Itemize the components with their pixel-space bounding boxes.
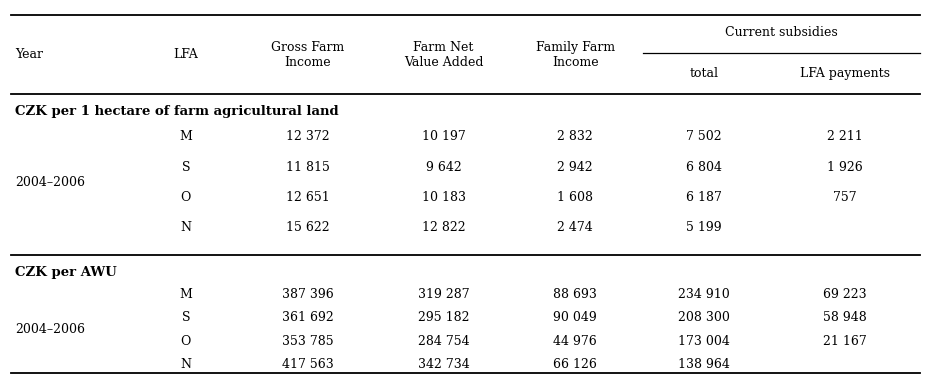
Text: 2 474: 2 474: [557, 221, 593, 234]
Text: Family Farm
Income: Family Farm Income: [535, 41, 615, 69]
Text: 90 049: 90 049: [553, 311, 597, 324]
Text: 88 693: 88 693: [553, 288, 597, 301]
Text: 234 910: 234 910: [678, 288, 731, 301]
Text: N: N: [180, 358, 192, 371]
Text: Gross Farm
Income: Gross Farm Income: [270, 41, 345, 69]
Text: 21 167: 21 167: [824, 335, 867, 348]
Text: 2004–2006: 2004–2006: [15, 323, 85, 336]
Text: Farm Net
Value Added: Farm Net Value Added: [404, 41, 484, 69]
Text: M: M: [179, 288, 192, 301]
Text: 11 815: 11 815: [285, 161, 330, 174]
Text: LFA payments: LFA payments: [800, 67, 890, 80]
Text: M: M: [179, 130, 192, 143]
Text: 6 804: 6 804: [686, 161, 722, 174]
Text: 353 785: 353 785: [282, 335, 333, 348]
Text: CZK per 1 hectare of farm agricultural land: CZK per 1 hectare of farm agricultural l…: [15, 105, 339, 118]
Text: CZK per AWU: CZK per AWU: [15, 266, 116, 279]
Text: O: O: [180, 191, 192, 204]
Text: 15 622: 15 622: [285, 221, 330, 234]
Text: N: N: [180, 221, 192, 234]
Text: 2004–2006: 2004–2006: [15, 176, 85, 189]
Text: 1 608: 1 608: [557, 191, 593, 204]
Text: 138 964: 138 964: [678, 358, 731, 371]
Text: LFA: LFA: [174, 48, 198, 61]
Text: 757: 757: [833, 191, 857, 204]
Text: 1 926: 1 926: [827, 161, 863, 174]
Text: Current subsidies: Current subsidies: [725, 26, 839, 39]
Text: 361 692: 361 692: [282, 311, 333, 324]
Text: 2 832: 2 832: [557, 130, 593, 143]
Text: 284 754: 284 754: [418, 335, 470, 348]
Text: 208 300: 208 300: [678, 311, 731, 324]
Text: 2 942: 2 942: [558, 161, 593, 174]
Text: 10 183: 10 183: [422, 191, 466, 204]
Text: S: S: [181, 311, 191, 324]
Text: 66 126: 66 126: [553, 358, 597, 371]
Text: 12 372: 12 372: [285, 130, 330, 143]
Text: 295 182: 295 182: [418, 311, 470, 324]
Text: 12 651: 12 651: [285, 191, 330, 204]
Text: S: S: [181, 161, 191, 174]
Text: 9 642: 9 642: [425, 161, 462, 174]
Text: 417 563: 417 563: [282, 358, 333, 371]
Text: 387 396: 387 396: [282, 288, 333, 301]
Text: O: O: [180, 335, 192, 348]
Text: 44 976: 44 976: [553, 335, 597, 348]
Text: 7 502: 7 502: [686, 130, 722, 143]
Text: 58 948: 58 948: [824, 311, 867, 324]
Text: 10 197: 10 197: [422, 130, 466, 143]
Text: 2 211: 2 211: [827, 130, 863, 143]
Text: 173 004: 173 004: [678, 335, 731, 348]
Text: Year: Year: [15, 48, 43, 61]
Text: 5 199: 5 199: [686, 221, 722, 234]
Text: 342 734: 342 734: [418, 358, 470, 371]
Text: 69 223: 69 223: [824, 288, 867, 301]
Text: total: total: [690, 67, 718, 80]
Text: 319 287: 319 287: [418, 288, 470, 301]
Text: 12 822: 12 822: [422, 221, 466, 234]
Text: 6 187: 6 187: [686, 191, 722, 204]
